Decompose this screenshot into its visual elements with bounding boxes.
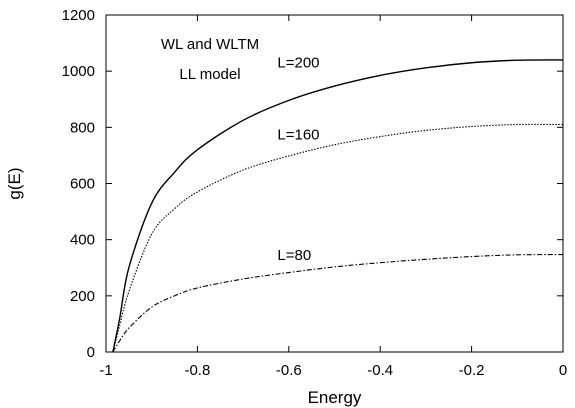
x-axis-label: Energy [308, 388, 362, 407]
y-tick-label: 1000 [62, 63, 95, 80]
y-tick-label: 1200 [62, 7, 95, 24]
series-label: L=160 [277, 126, 319, 143]
y-tick-label: 200 [70, 288, 95, 305]
x-tick-label: 0 [559, 362, 567, 379]
series-label: L=80 [277, 247, 311, 264]
y-tick-label: 800 [70, 119, 95, 136]
y-tick-label: 0 [87, 344, 95, 361]
axes-frame [105, 14, 564, 353]
annotation-model-line: LL model [179, 66, 240, 83]
annotation-title-line: WL and WLTM [161, 36, 259, 53]
series-line-l-200 [112, 59, 564, 353]
series-line-l-80 [112, 254, 564, 353]
plot-area: -1 -0.8 -0.6 -0.4 -0.2 0 0 200 400 600 800 1000 1200… [62, 7, 568, 379]
x-tick-label: -0.6 [276, 362, 302, 379]
y-tick-label: 600 [70, 176, 95, 193]
x-tick-label: -0.4 [367, 362, 393, 379]
y-tick-label: 400 [70, 232, 95, 249]
x-tick-label: -0.2 [459, 362, 485, 379]
ticks: -1 -0.8 -0.6 -0.4 -0.2 0 0 200 400 600 800 1000 1200 [62, 7, 568, 379]
series-label: L=200 [277, 55, 319, 72]
series-lines [112, 59, 564, 353]
series-line-l-160 [112, 123, 564, 353]
x-tick-label: -0.8 [184, 362, 210, 379]
y-axis-label: g(E) [5, 167, 24, 199]
series-labels: L=200 L=160 L=80 [277, 55, 319, 264]
x-tick-label: -1 [99, 362, 112, 379]
